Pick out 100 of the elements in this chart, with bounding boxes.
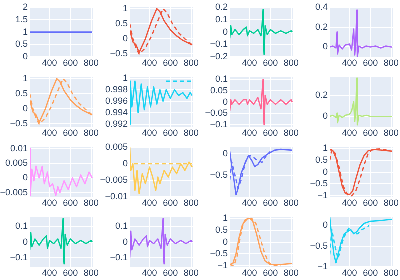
x-tick-label: 400 — [142, 268, 158, 278]
x-tick-label: 800 — [184, 58, 199, 68]
y-tick-label: −1 — [218, 260, 228, 270]
y-tick-label: −0.2 — [210, 52, 228, 62]
y-tick-label: −0.1 — [110, 252, 128, 262]
x-tick-label: 600 — [263, 58, 278, 68]
y-tick-label: −0.1 — [210, 119, 228, 130]
x-tick-label: 400 — [242, 198, 258, 208]
x-tick-label: 800 — [284, 128, 299, 138]
y-tick-label: 0 — [322, 42, 328, 52]
y-tick-label: 0 — [222, 148, 228, 158]
x-tick-label: 600 — [263, 268, 278, 278]
y-tick-label: 1.5 — [15, 14, 28, 24]
y-tick-label: 0 — [122, 236, 128, 247]
x-tick-label: 800 — [184, 198, 199, 208]
y-tick-label: 0.992 — [105, 118, 128, 129]
x-tick-label: 800 — [184, 268, 199, 278]
x-tick-label: 800 — [384, 58, 399, 68]
x-tick-label: 400 — [242, 268, 258, 278]
y-tick-label: 0.5 — [15, 39, 28, 50]
y-tick-label: 0.5 — [115, 18, 128, 28]
y-tick-label: 0.5 — [315, 154, 328, 165]
x-tick-label: 600 — [363, 58, 378, 68]
y-tick-label: 0.005 — [105, 142, 128, 152]
x-tick-label: 800 — [384, 198, 399, 208]
x-tick-label: 400 — [342, 268, 358, 278]
y-tick-label: 0.996 — [105, 96, 128, 106]
x-tick-label: 800 — [84, 128, 99, 138]
y-tick-label: 0 — [222, 96, 228, 107]
y-tick-label: −0.1 — [210, 39, 228, 50]
y-tick-label: 0.005 — [5, 158, 28, 168]
x-tick-label: 800 — [84, 198, 99, 208]
y-tick-label: 0.2 — [315, 22, 328, 32]
x-tick-label: 400 — [342, 128, 358, 138]
y-tick-label: −0.005 — [100, 175, 128, 186]
x-tick-label: 600 — [263, 128, 278, 138]
y-tick-label: −0.5 — [210, 248, 228, 259]
y-tick-label: −0.1 — [10, 252, 28, 262]
x-tick-label: 400 — [42, 268, 58, 278]
y-tick-label: 1 — [322, 143, 328, 154]
y-tick-label: 0.2 — [315, 90, 328, 100]
y-tick-label: −1 — [318, 262, 328, 272]
x-tick-label: 400 — [242, 128, 258, 138]
y-tick-label: 0 — [322, 166, 328, 177]
y-tick-label: 0.994 — [105, 107, 128, 118]
y-tick-label: 2 — [22, 2, 28, 12]
y-tick-label: 1 — [22, 73, 28, 84]
y-tick-label: 0 — [22, 52, 28, 62]
y-tick-label: −0.005 — [0, 187, 28, 198]
x-tick-label: 800 — [84, 268, 99, 278]
x-tick-label: 400 — [342, 58, 358, 68]
y-tick-label: −0.5 — [10, 118, 28, 129]
x-tick-label: 600 — [163, 128, 178, 138]
x-tick-label: 600 — [63, 128, 78, 138]
y-tick-label: 0 — [222, 26, 228, 37]
x-tick-label: 600 — [263, 198, 278, 208]
x-tick-label: 400 — [42, 128, 58, 138]
x-tick-label: 800 — [284, 198, 299, 208]
x-tick-label: 400 — [42, 58, 58, 68]
y-tick-label: 0 — [322, 111, 328, 122]
x-tick-label: 800 — [284, 268, 299, 278]
y-tick-label: −0.5 — [110, 48, 128, 59]
x-tick-label: 600 — [163, 58, 178, 68]
y-tick-label: 0.1 — [115, 221, 128, 232]
x-tick-label: 600 — [363, 268, 378, 278]
x-tick-label: 800 — [384, 128, 399, 138]
x-tick-label: 600 — [363, 198, 378, 208]
y-tick-label: 1 — [122, 73, 128, 84]
y-tick-label: 0 — [122, 34, 128, 44]
y-tick-label: 0.1 — [215, 14, 228, 24]
x-tick-label: 400 — [342, 198, 358, 208]
y-tick-label: 1 — [22, 26, 28, 37]
x-tick-label: 400 — [142, 198, 158, 208]
x-tick-label: 400 — [242, 58, 258, 68]
x-tick-label: 400 — [42, 198, 58, 208]
x-tick-label: 600 — [63, 58, 78, 68]
x-tick-label: 600 — [63, 268, 78, 278]
x-tick-label: 600 — [363, 128, 378, 138]
y-tick-label: −1 — [318, 190, 328, 200]
y-tick-label: −0.05 — [205, 108, 228, 118]
y-tick-label: −0.01 — [105, 192, 128, 202]
y-tick-label: −0.5 — [310, 240, 328, 251]
y-tick-label: 0 — [322, 220, 328, 230]
y-tick-label: 0.1 — [215, 74, 228, 84]
y-tick-label: 0 — [222, 236, 228, 247]
y-tick-label: 0.4 — [315, 2, 328, 12]
y-tick-label: 0 — [122, 158, 128, 168]
y-tick-label: 0.1 — [15, 221, 28, 232]
y-tick-label: 0 — [22, 172, 28, 183]
y-tick-label: 0.998 — [105, 84, 128, 94]
y-tick-label: 0.2 — [215, 2, 228, 12]
y-tick-label: 0.5 — [215, 224, 228, 235]
x-tick-label: 800 — [184, 128, 199, 138]
y-tick-label: 0.01 — [10, 143, 28, 154]
y-tick-label: 0.5 — [15, 88, 28, 98]
x-tick-label: 600 — [163, 268, 178, 278]
y-tick-label: 0 — [22, 104, 28, 114]
x-tick-label: 600 — [63, 198, 78, 208]
x-tick-label: 800 — [384, 268, 399, 278]
x-tick-label: 400 — [142, 58, 158, 68]
